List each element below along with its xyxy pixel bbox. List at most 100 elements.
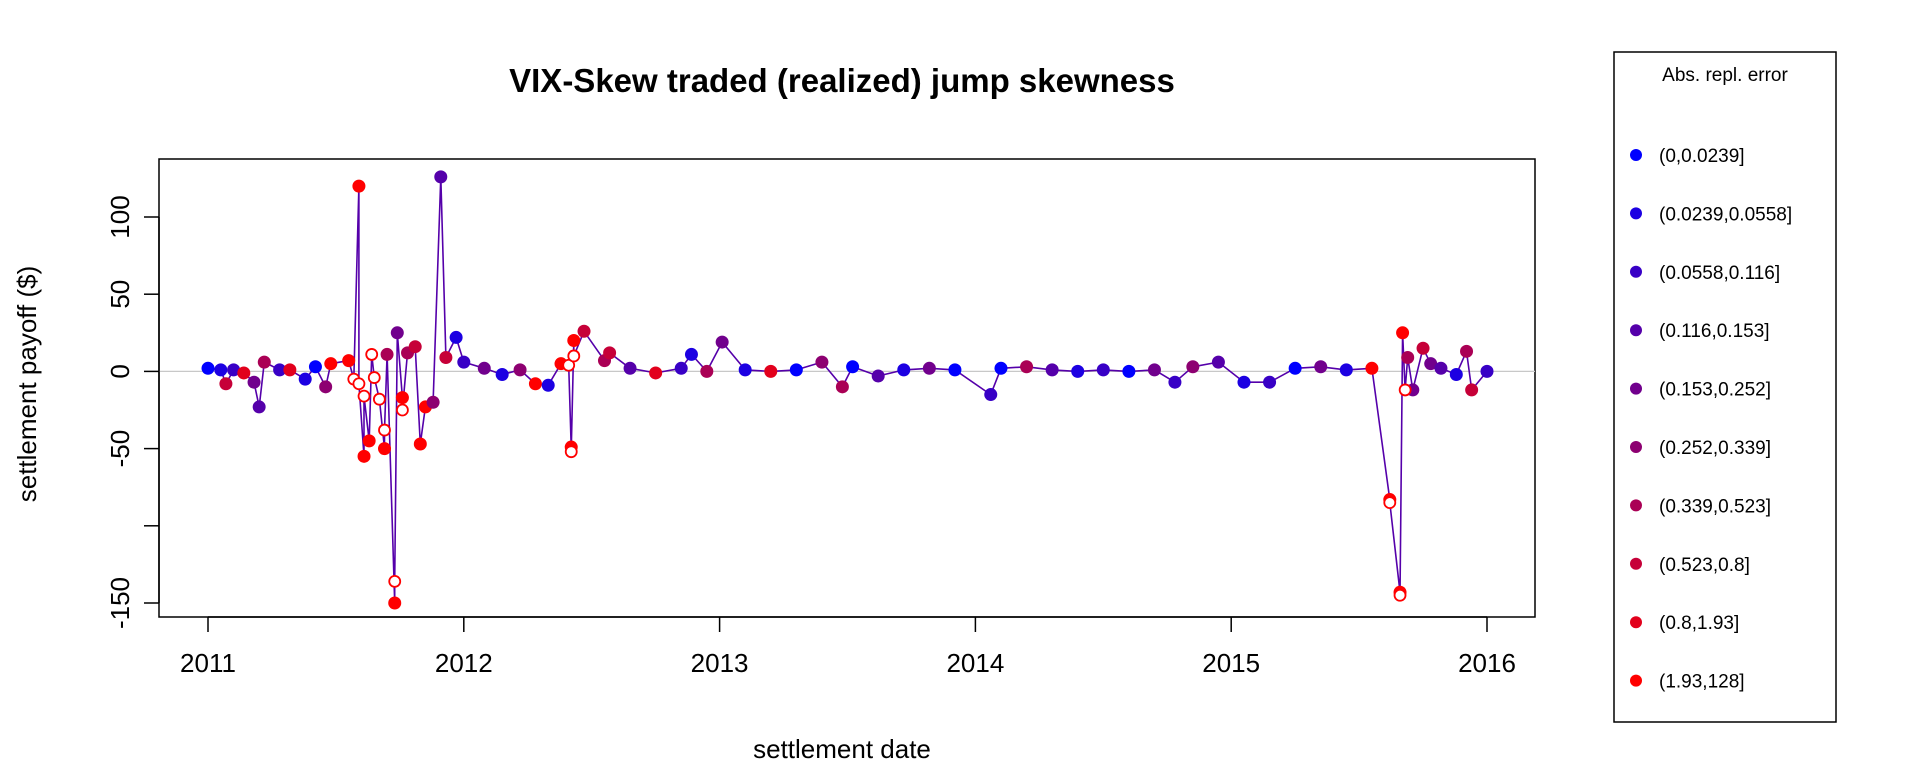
legend-label: (1.93,128] xyxy=(1659,672,1745,693)
data-point xyxy=(649,366,663,380)
legend-marker xyxy=(1630,324,1642,337)
data-point xyxy=(477,361,491,375)
data-point-open xyxy=(388,574,402,588)
legend-label: (0.8,1.93] xyxy=(1659,613,1739,634)
data-point xyxy=(324,357,338,371)
data-point-open xyxy=(365,348,379,361)
data-point xyxy=(1096,363,1110,377)
data-point xyxy=(922,361,936,375)
data-point xyxy=(388,596,402,610)
data-point xyxy=(948,363,962,377)
data-point xyxy=(214,363,228,377)
data-point-open xyxy=(378,423,391,437)
x-tick-label: 2011 xyxy=(180,648,236,678)
data-point xyxy=(237,366,251,380)
legend-label: (0.116,0.153] xyxy=(1659,321,1770,342)
data-point xyxy=(434,170,448,184)
legend-title: Abs. repl. error xyxy=(1662,65,1788,86)
y-tick-label: 100 xyxy=(105,195,135,238)
legend-marker xyxy=(1630,265,1642,278)
data-point xyxy=(1020,360,1034,374)
data-point xyxy=(846,360,860,374)
data-point xyxy=(1424,357,1438,371)
data-point xyxy=(715,335,729,349)
x-tick-label: 2015 xyxy=(1202,648,1260,678)
data-point xyxy=(1071,364,1085,378)
legend-marker xyxy=(1630,441,1642,453)
data-point xyxy=(413,437,427,451)
data-point xyxy=(283,363,297,377)
legend-marker xyxy=(1630,499,1642,512)
data-point xyxy=(541,378,555,392)
data-point xyxy=(1416,341,1430,355)
data-point xyxy=(426,395,440,409)
data-point xyxy=(623,361,637,375)
data-point xyxy=(1045,363,1059,377)
data-point-open xyxy=(367,371,381,384)
data-point-open xyxy=(564,445,578,459)
x-tick-label: 2016 xyxy=(1458,648,1516,678)
data-point xyxy=(700,364,714,378)
x-tick-label: 2012 xyxy=(435,648,493,678)
data-point xyxy=(257,355,271,369)
data-point xyxy=(1460,344,1474,358)
data-point xyxy=(871,369,885,383)
data-point xyxy=(684,347,698,361)
y-axis-label: settlement payoff ($) xyxy=(12,266,42,503)
data-point-open xyxy=(1398,383,1412,397)
data-point xyxy=(674,361,688,375)
data-point xyxy=(764,364,778,378)
legend-label: (0,0.0239] xyxy=(1659,146,1745,167)
data-point-open xyxy=(357,389,371,403)
data-point xyxy=(342,354,356,368)
data-point xyxy=(1465,383,1479,397)
data-point xyxy=(352,179,366,193)
data-point xyxy=(1314,360,1328,374)
data-point xyxy=(449,330,463,344)
data-point xyxy=(495,367,509,381)
data-point-open xyxy=(396,403,409,417)
legend-label: (0.339,0.523] xyxy=(1659,496,1771,517)
legend-marker xyxy=(1630,149,1642,161)
y-tick-label: 50 xyxy=(105,280,135,309)
data-point-open xyxy=(352,377,366,391)
data-point xyxy=(408,340,422,354)
data-point xyxy=(1434,361,1448,375)
data-point xyxy=(1449,367,1463,381)
legend-marker xyxy=(1630,382,1642,395)
data-point xyxy=(567,334,581,348)
x-tick-label: 2014 xyxy=(946,648,1004,678)
data-point xyxy=(994,361,1008,375)
data-point xyxy=(362,434,376,448)
data-point xyxy=(247,375,261,389)
data-point xyxy=(219,377,233,391)
data-point xyxy=(390,326,404,340)
data-point-open xyxy=(372,392,386,406)
data-point xyxy=(1339,363,1353,377)
y-tick-label: -50 xyxy=(105,430,135,468)
legend-box xyxy=(1613,51,1837,723)
legend-label: (0.523,0.8] xyxy=(1659,555,1750,576)
legend: Abs. repl. error (0,0.0239] (0.0239,0.055… xyxy=(1613,51,1837,723)
y-tick-label: 0 xyxy=(105,364,135,378)
data-point xyxy=(1211,355,1225,369)
x-tick-label: 2013 xyxy=(691,648,749,678)
data-point xyxy=(835,380,849,394)
data-point xyxy=(439,351,453,365)
data-point xyxy=(1288,361,1302,375)
legend-marker xyxy=(1630,674,1642,687)
legend-label: (0.153,0.252] xyxy=(1659,380,1771,401)
data-point-open xyxy=(1393,588,1407,602)
data-point xyxy=(378,442,392,456)
data-point xyxy=(1147,363,1161,377)
data-point xyxy=(789,363,803,377)
data-point xyxy=(897,363,911,377)
legend-marker xyxy=(1630,207,1642,220)
data-point xyxy=(395,391,409,405)
data-point xyxy=(1480,364,1494,378)
data-point xyxy=(319,380,333,394)
legend-label: (0.0239,0.0558] xyxy=(1659,204,1792,225)
data-point xyxy=(1396,326,1410,340)
data-point xyxy=(357,449,371,463)
